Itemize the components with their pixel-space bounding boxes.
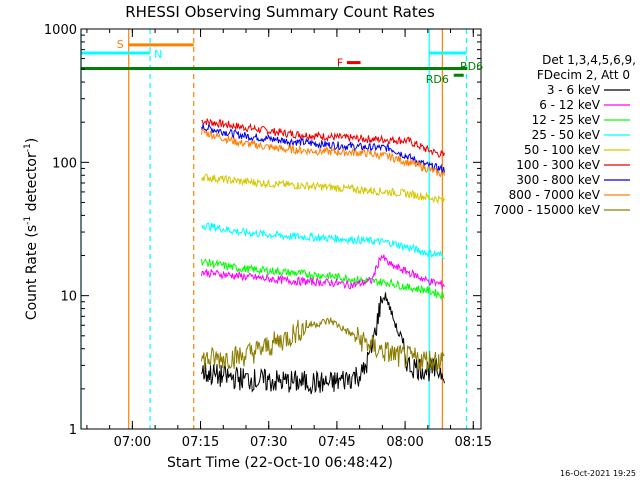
x-tick-label-1: 07:15 — [182, 435, 219, 450]
series-line-5 — [201, 258, 445, 300]
legend: Det 1,3,4,5,6,9, FDecim 2, Att 0 3 - 6 k… — [493, 53, 636, 217]
y-tick-label-0: 1 — [69, 423, 77, 438]
footer-timestamp: 16-Oct-2021 19:25 — [560, 469, 636, 478]
x-tick-label-5: 08:15 — [455, 435, 492, 450]
y-axis-label: Count Rate (s-1 detector-1) — [23, 138, 40, 320]
flag-label-0: S — [117, 38, 124, 51]
plot-frame — [80, 28, 482, 430]
series-line-6 — [201, 254, 445, 290]
series-line-4 — [201, 222, 445, 260]
legend-label-2: 12 - 25 keV — [532, 113, 601, 127]
y-axis: 1 10 100 1000 — [44, 23, 481, 438]
y-tick-label-3: 1000 — [44, 23, 77, 38]
series-line-2 — [201, 128, 445, 178]
legend-header-1: Det 1,3,4,5,6,9, — [542, 53, 636, 67]
x-tick-label-4: 08:00 — [386, 435, 423, 450]
series-line-7 — [201, 292, 445, 395]
legend-header-2: FDecim 2, Att 0 — [537, 68, 630, 82]
series-line-0 — [201, 118, 445, 158]
legend-label-5: 100 - 300 keV — [516, 158, 600, 172]
series-line-3 — [201, 173, 445, 205]
chart-title: RHESSI Observing Summary Count Rates — [125, 3, 435, 21]
flag-bars: S N F RD6 — [81, 38, 468, 86]
flag-label-5: RD6 — [426, 73, 449, 86]
x-axis-label: Start Time (22-Oct-10 06:48:42) — [167, 455, 393, 471]
legend-label-4: 50 - 100 keV — [524, 143, 601, 157]
y-tick-label-1: 10 — [60, 290, 77, 305]
x-tick-label-2: 07:30 — [250, 435, 287, 450]
legend-label-1: 6 - 12 keV — [539, 98, 601, 112]
legend-label-7: 800 - 7000 keV — [509, 188, 601, 202]
legend-label-3: 25 - 50 keV — [532, 128, 601, 142]
x-tick-label-0: 07:00 — [114, 435, 151, 450]
flag-label-1: N — [154, 48, 162, 61]
x-axis: 07:00 07:15 07:30 07:45 08:00 08:15 — [86, 29, 492, 450]
flag-label-3: F — [337, 57, 343, 70]
series-group — [201, 118, 445, 395]
series-line-1 — [201, 122, 445, 174]
vertical-markers — [80, 29, 468, 429]
y-tick-label-2: 100 — [52, 156, 77, 171]
legend-label-6: 300 - 800 keV — [516, 173, 600, 187]
series-line-8 — [201, 317, 445, 372]
legend-label-0: 3 - 6 keV — [547, 83, 601, 97]
rd6-right-label: RD6 — [460, 60, 483, 73]
legend-label-8: 7000 - 15000 keV — [493, 203, 600, 217]
x-tick-label-3: 07:45 — [318, 435, 355, 450]
